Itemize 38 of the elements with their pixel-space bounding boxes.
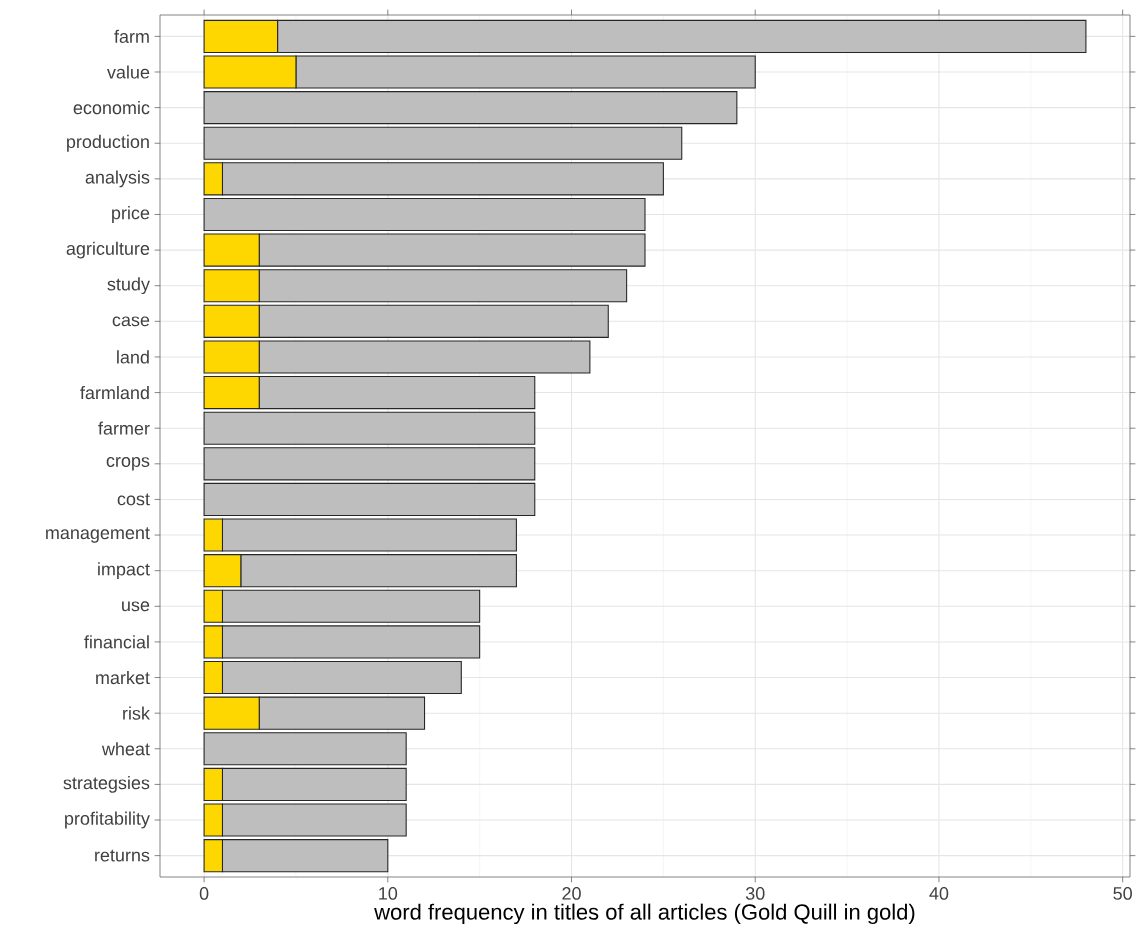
x-tick-label: 10 — [379, 887, 398, 900]
y-tick-label: economic — [73, 101, 150, 115]
y-tick-label: production — [67, 134, 149, 152]
y-tick-label: returns — [95, 849, 150, 862]
y-tick-label: profitability — [65, 811, 150, 829]
bar — [203, 482, 536, 517]
bar — [203, 197, 646, 232]
x-axis-title: word frequency in titles of all articles (Gold Quill in gold) — [374, 903, 915, 925]
y-tick-label: use — [122, 601, 150, 612]
bar — [203, 732, 407, 766]
y-tick-label: study — [107, 277, 150, 295]
y-tick-label: farmer — [98, 421, 150, 435]
y-tick-label: price — [112, 206, 150, 223]
y-tick-label: cost — [117, 493, 150, 506]
y-tick-label: wheat — [101, 742, 150, 756]
y-tick-label: strategsies — [63, 776, 150, 793]
y-tick-label: management — [46, 527, 150, 543]
y-tick-label: financial — [84, 635, 149, 649]
y-tick-label: impact — [98, 562, 150, 580]
x-tick-label: 0 — [199, 887, 209, 900]
y-tick-label: farm — [114, 29, 149, 43]
y-tick-label: crops — [106, 457, 150, 471]
x-tick-label: 50 — [1113, 887, 1132, 900]
y-tick-label: analysis — [85, 170, 150, 188]
bar — [203, 411, 536, 445]
bar — [203, 447, 536, 481]
y-tick-label: farmland — [80, 385, 149, 400]
x-tick-label: 30 — [745, 887, 765, 900]
y-tick-label: land — [117, 350, 149, 364]
y-tick-label: value — [106, 65, 150, 79]
y-tick-label: risk — [123, 706, 150, 720]
x-tick-label: 20 — [562, 887, 581, 900]
bar — [203, 91, 738, 125]
y-tick-label: case — [112, 316, 150, 327]
y-tick-label: market — [96, 670, 150, 685]
y-tick-label: agriculture — [66, 241, 150, 259]
x-tick-label: 40 — [929, 887, 949, 900]
bar — [203, 126, 683, 160]
